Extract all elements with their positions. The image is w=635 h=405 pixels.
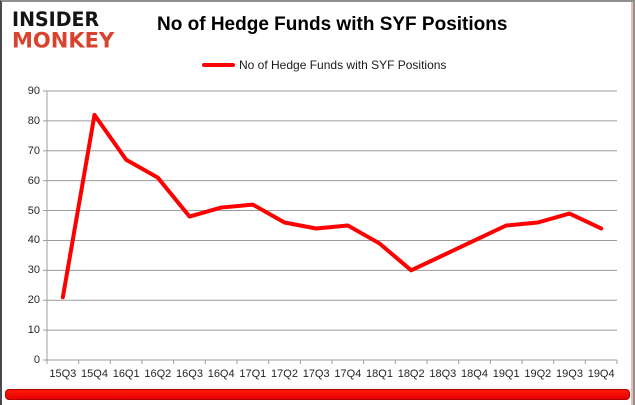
y-axis-tick-label: 60	[27, 174, 40, 187]
x-axis-tick-label: 16Q3	[176, 368, 203, 380]
brand-bottom-stripe	[5, 389, 630, 400]
y-axis-tick-label: 0	[33, 354, 40, 366]
insider-monkey-logo: INSIDER MONKEY	[12, 7, 115, 53]
y-axis-tick-label: 70	[27, 144, 40, 157]
x-axis-tick-label: 15Q4	[81, 368, 108, 380]
x-axis-tick-label: 16Q1	[112, 368, 140, 380]
y-axis-tick-label: 10	[27, 324, 40, 337]
x-axis-tick-label: 19Q1	[492, 368, 520, 380]
legend-label: No of Hedge Funds with SYF Positions	[239, 58, 447, 72]
y-axis-tick-label: 30	[27, 264, 40, 277]
x-axis-tick-label: 17Q1	[239, 368, 267, 380]
y-axis-tick-label: 20	[27, 294, 40, 307]
x-axis-tick-label: 19Q3	[556, 368, 583, 380]
y-axis-tick-label: 40	[27, 234, 40, 247]
legend-line-swatch	[202, 63, 235, 67]
y-axis-tick-label: 80	[27, 114, 40, 127]
logo-text-monkey: MONKEY	[12, 27, 115, 53]
x-axis-tick-label: 15Q3	[49, 368, 77, 380]
x-axis-tick-label: 17Q2	[271, 368, 298, 380]
legend: No of Hedge Funds with SYF Positions	[202, 58, 446, 72]
x-axis-tick-label: 18Q3	[429, 368, 457, 380]
x-axis-tick-label: 18Q1	[366, 368, 393, 380]
chart-title: No of Hedge Funds with SYF Positions	[157, 14, 508, 35]
x-axis-tick-label: 19Q2	[524, 368, 552, 380]
logo-text-insider: INSIDER	[12, 7, 100, 32]
series-line	[60, 112, 604, 300]
x-axis-tick-label: 16Q2	[144, 368, 172, 380]
x-axis-tick-label: 17Q3	[302, 368, 330, 380]
y-axis-tick-label: 50	[27, 204, 40, 217]
x-axis-tick-label: 17Q4	[334, 368, 362, 380]
y-axis-tick-label: 90	[27, 85, 40, 97]
x-axis-tick-label: 19Q4	[587, 368, 615, 380]
x-axis-tick-label: 18Q4	[461, 368, 488, 380]
x-axis-tick-label: 16Q4	[207, 368, 235, 380]
x-axis-tick-label: 18Q2	[397, 368, 425, 380]
